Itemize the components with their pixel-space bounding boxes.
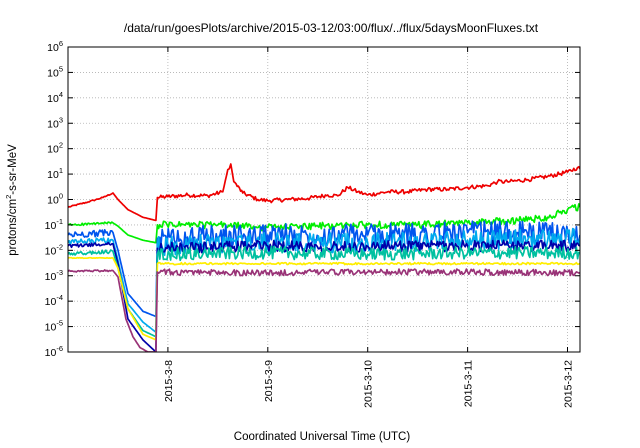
y-axis-label-suffix: -s-sr-MeV [7,144,19,195]
y-tick-label: 104 [47,90,63,105]
x-tick-label: 2015-3-8 [163,360,175,402]
y-axis-label-prefix: protons/cm [7,199,19,256]
y-tick-label: 101 [47,166,63,181]
y-tick-exponent: -5 [56,319,63,328]
y-axis-label: protons/cm2-s-sr-MeV [4,144,19,256]
y-tick-base: 10 [45,220,57,232]
y-tick-exponent: -1 [56,217,63,226]
y-tick-base: 10 [45,271,57,283]
y-tick-base: 10 [45,245,57,257]
y-tick-label: 102 [47,141,63,156]
y-tick-base: 10 [47,144,59,156]
y-tick-label: 106 [47,39,63,54]
y-tick-base: 10 [45,347,57,359]
grid-lines [68,47,580,352]
y-tick-exponent: -2 [56,242,63,251]
chart-title: /data/run/goesPlots/archive/2015-03-12/0… [124,21,539,35]
y-axis-ticks: 10-610-510-410-310-210-11001011021031041… [45,39,580,359]
y-tick-label: 10-3 [45,268,63,283]
y-axis-label-exponent: 2 [4,195,13,199]
y-tick-label: 105 [47,64,63,79]
series-line-teal [68,245,580,338]
y-tick-exponent: 4 [59,90,63,99]
x-axis-label: Coordinated Universal Time (UTC) [234,431,411,443]
y-tick-label: 10-6 [45,344,63,359]
x-tick-label: 2015-3-10 [363,360,375,408]
y-tick-exponent: 0 [59,192,63,201]
y-tick-exponent: 1 [59,166,63,175]
y-tick-label: 103 [47,115,63,130]
y-tick-base: 10 [47,42,59,54]
series-clip [68,163,580,352]
y-tick-label: 10-2 [45,242,63,257]
y-tick-exponent: 2 [59,141,63,150]
y-tick-base: 10 [45,322,57,334]
series-line-yellow [68,256,580,341]
y-tick-exponent: -4 [56,293,63,302]
y-tick-label: 10-4 [45,293,63,308]
y-tick-base: 10 [47,195,59,207]
series-line-cyan [68,227,580,334]
y-tick-exponent: -6 [56,344,63,353]
x-tick-label: 2015-3-9 [263,360,275,402]
series-line-blue [68,220,580,318]
y-tick-label: 10-5 [45,319,63,334]
y-tick-exponent: 3 [59,115,63,124]
x-tick-label: 2015-3-12 [563,360,575,408]
x-tick-label: 2015-3-11 [463,360,475,407]
y-tick-base: 10 [47,169,59,181]
y-tick-base: 10 [47,118,59,130]
series-line-red [68,163,580,222]
y-tick-label: 100 [47,192,63,207]
y-tick-base: 10 [47,93,59,105]
y-tick-exponent: 6 [59,39,63,48]
series-line-purple [68,268,580,352]
series-layer [68,163,580,352]
y-tick-exponent: -3 [56,268,63,277]
y-tick-base: 10 [45,296,57,308]
x-axis-ticks: 2015-3-8 2015-3-9 2015-3-10 2015-3-11 2015-3… [163,47,575,408]
y-tick-base: 10 [47,67,59,79]
y-tick-exponent: 5 [59,64,63,73]
y-tick-label: 10-1 [45,217,63,232]
